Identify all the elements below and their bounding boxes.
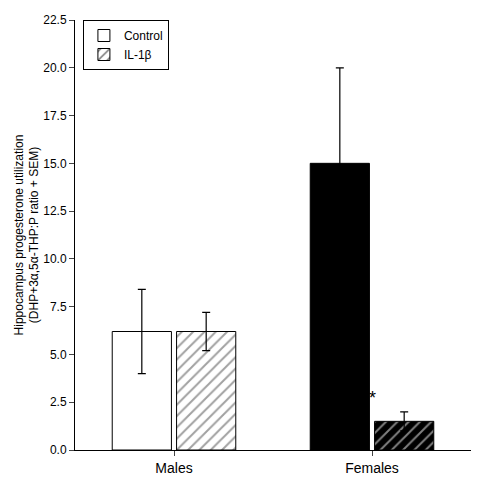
svg-text:7.5: 7.5 [50,300,67,314]
svg-text:22.5: 22.5 [43,13,67,27]
svg-text:20.0: 20.0 [43,61,67,75]
svg-text:*: * [369,388,376,408]
svg-text:IL-1β: IL-1β [124,48,152,62]
svg-text:5.0: 5.0 [50,348,67,362]
svg-text:2.5: 2.5 [50,395,67,409]
svg-text:17.5: 17.5 [43,109,67,123]
svg-text:Females: Females [345,460,399,476]
svg-text:15.0: 15.0 [43,157,67,171]
svg-text:12.5: 12.5 [43,204,67,218]
svg-text:Hippocampus progesterone utili: Hippocampus progesterone utilization(DHP… [12,135,42,336]
svg-text:0.0: 0.0 [50,443,67,457]
svg-text:Control: Control [124,29,163,43]
svg-text:10.0: 10.0 [43,252,67,266]
svg-text:Males: Males [155,460,192,476]
